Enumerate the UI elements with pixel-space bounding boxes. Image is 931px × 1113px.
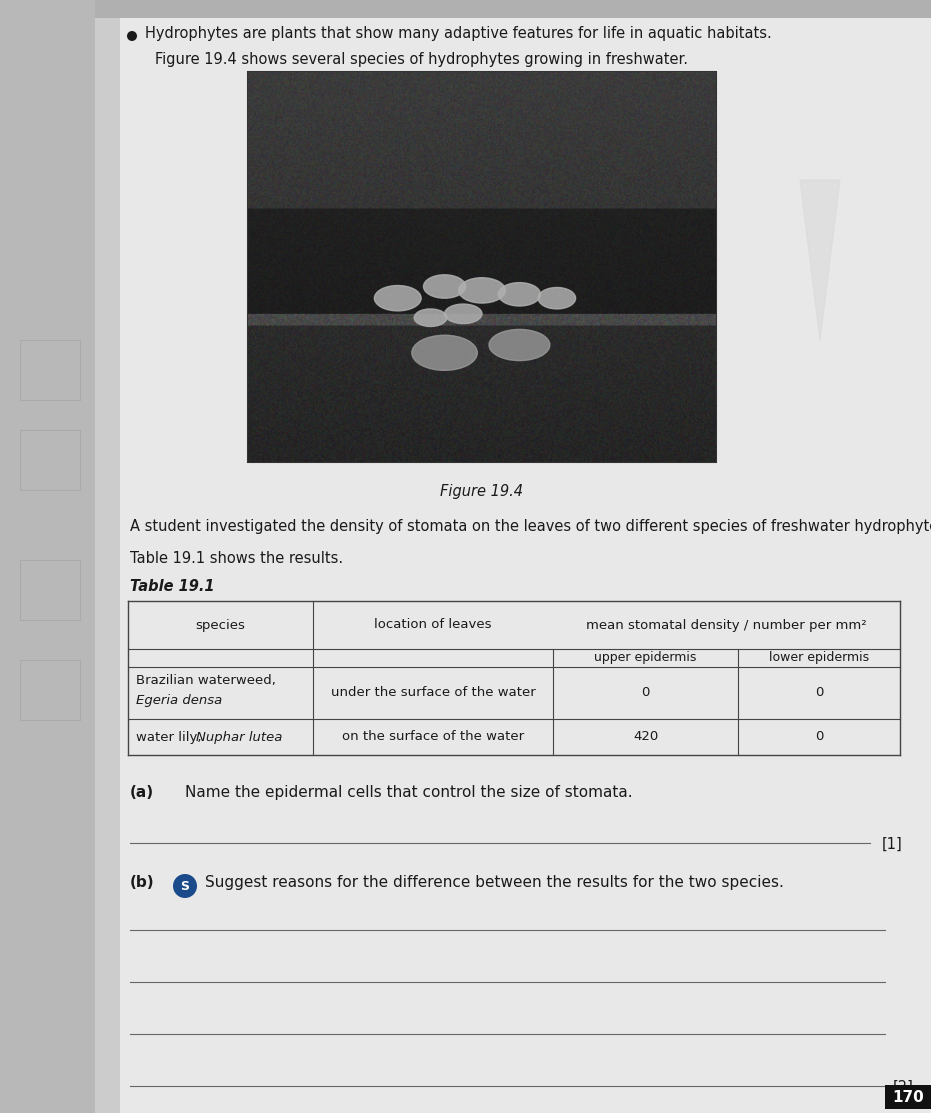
Text: 0: 0: [641, 687, 650, 699]
Text: Figure 19.4: Figure 19.4: [440, 484, 523, 499]
Text: [1]: [1]: [882, 837, 903, 851]
Text: 0: 0: [815, 730, 823, 743]
Text: Suggest reasons for the difference between the results for the two species.: Suggest reasons for the difference betwe…: [205, 875, 784, 890]
Ellipse shape: [414, 309, 447, 326]
Ellipse shape: [374, 286, 421, 311]
Ellipse shape: [538, 287, 575, 309]
Text: Table 19.1 shows the results.: Table 19.1 shows the results.: [130, 551, 344, 567]
Bar: [95, 0, 931, 18]
Text: (a): (a): [130, 785, 155, 800]
Bar: [20, 430, 80, 490]
Bar: [20, 660, 80, 720]
Bar: [95, 0, 120, 1113]
Text: 420: 420: [633, 730, 658, 743]
Ellipse shape: [445, 304, 482, 324]
Text: A student investigated the density of stomata on the leaves of two different spe: A student investigated the density of st…: [130, 519, 931, 534]
Text: Figure 19.4 shows several species of hydrophytes growing in freshwater.: Figure 19.4 shows several species of hyd…: [155, 52, 688, 67]
Text: 170: 170: [892, 1091, 924, 1105]
Text: location of leaves: location of leaves: [374, 619, 492, 631]
Text: upper epidermis: upper epidermis: [594, 651, 696, 664]
Ellipse shape: [498, 283, 541, 306]
Bar: [885, 1085, 931, 1109]
Polygon shape: [800, 180, 840, 339]
Text: water lily,: water lily,: [136, 730, 206, 743]
Text: Nuphar lutea: Nuphar lutea: [196, 730, 282, 743]
Bar: [20, 560, 80, 620]
Text: under the surface of the water: under the surface of the water: [331, 687, 535, 699]
Text: (b): (b): [130, 875, 155, 890]
Text: Name the epidermal cells that control the size of stomata.: Name the epidermal cells that control th…: [185, 785, 633, 800]
Text: Brazilian waterweed,: Brazilian waterweed,: [136, 674, 276, 687]
Text: [2]: [2]: [893, 1080, 914, 1095]
Text: S: S: [181, 879, 190, 893]
Bar: [20, 339, 80, 400]
Circle shape: [127, 31, 137, 41]
Text: Hydrophytes are plants that show many adaptive features for life in aquatic habi: Hydrophytes are plants that show many ad…: [145, 26, 772, 41]
Circle shape: [173, 874, 197, 898]
Text: species: species: [196, 619, 246, 631]
Ellipse shape: [459, 278, 506, 303]
Text: lower epidermis: lower epidermis: [769, 651, 869, 664]
Text: on the surface of the water: on the surface of the water: [342, 730, 524, 743]
Text: mean stomatal density / number per mm²: mean stomatal density / number per mm²: [587, 619, 867, 631]
Text: 0: 0: [815, 687, 823, 699]
Ellipse shape: [412, 335, 478, 371]
Ellipse shape: [489, 329, 550, 361]
Bar: [248, 72, 716, 462]
Bar: [95, 0, 931, 1113]
Text: Egeria densa: Egeria densa: [136, 695, 223, 707]
Text: Table 19.1: Table 19.1: [130, 579, 214, 594]
Ellipse shape: [424, 275, 466, 298]
